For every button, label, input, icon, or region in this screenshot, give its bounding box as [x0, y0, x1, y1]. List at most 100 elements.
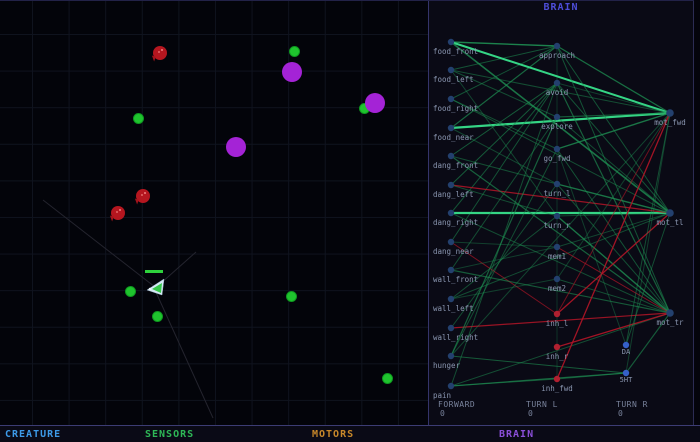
synapse-link — [556, 112, 671, 280]
neuron-node-dang_right — [447, 209, 455, 217]
food-pellet — [381, 372, 393, 384]
synapse-link — [450, 82, 558, 243]
synapse-link — [556, 112, 671, 150]
synapse-link — [450, 112, 671, 357]
neuron-node-5HT — [622, 369, 630, 377]
neuron-label-5HT: 5HT — [620, 376, 633, 384]
synapse-link — [450, 355, 627, 374]
synapse-link — [450, 184, 671, 214]
synapse-link — [450, 45, 558, 71]
tab-creature[interactable]: CREATURE — [5, 429, 62, 440]
threat-creature[interactable] — [150, 46, 167, 62]
threat-eye-dot — [141, 194, 143, 196]
synapse-link — [556, 82, 671, 114]
neuron-node-inh_fwd — [553, 375, 561, 383]
synapse-link — [625, 112, 671, 346]
neuron-node-wall_right — [447, 324, 455, 332]
synapse-link — [450, 278, 558, 300]
synapse-link — [556, 45, 671, 114]
synapse-link — [556, 215, 671, 314]
synapse-link — [556, 148, 627, 346]
neuron-node-turn_r — [553, 212, 561, 220]
neuron-label-approach: approach — [539, 51, 575, 60]
neuron-label-turn_r: turn_r — [543, 221, 571, 230]
neuron-label-mem1: mem1 — [548, 252, 566, 261]
synapse-link — [625, 112, 671, 374]
synapse-link — [450, 82, 558, 157]
readout-turn-l: TURN L 0 — [526, 401, 558, 418]
synapse-link — [450, 116, 558, 357]
food-pellet — [124, 285, 136, 297]
neuron-node-food_right — [447, 95, 455, 103]
neuron-label-pain: pain — [433, 391, 451, 400]
sensor-ray — [159, 251, 197, 285]
large-creature[interactable] — [365, 93, 385, 113]
synapse-link — [450, 98, 558, 150]
synapse-link — [450, 212, 671, 314]
sensor-ray — [154, 289, 214, 419]
readout-turn-l-label: TURN L — [526, 400, 558, 409]
synapse-link — [450, 378, 558, 387]
neuron-node-mot_tr — [666, 309, 674, 317]
neuron-node-hunger — [447, 352, 455, 360]
world-panel — [0, 1, 428, 425]
neuron-label-food_front: food_front — [433, 47, 478, 56]
synapse-link — [556, 45, 671, 214]
threat-creature[interactable] — [133, 189, 150, 205]
readout-turn-r-value: 0 — [618, 409, 623, 418]
food-pellet — [288, 45, 300, 57]
synapse-link — [556, 82, 671, 214]
neuron-label-inh_fwd: inh_fwd — [541, 384, 573, 393]
readout-forward-label: FORWARD — [438, 400, 476, 409]
neuron-node-dang_left — [447, 181, 455, 189]
neuron-node-mem1 — [553, 243, 561, 251]
neuron-label-explore: explore — [541, 122, 573, 131]
neuron-label-mot_fwd: mot_fwd — [654, 118, 686, 127]
neuron-label-hunger: hunger — [433, 361, 461, 370]
synapse-link — [556, 246, 671, 314]
neuron-node-turn_l — [553, 180, 561, 188]
brain-title: BRAIN — [543, 2, 579, 13]
synapse-link — [556, 278, 671, 314]
neuron-node-wall_front — [447, 266, 455, 274]
neuron-node-food_left — [447, 66, 455, 74]
agent-creature-inner — [152, 283, 162, 293]
brain-panel: food_front food_left food_right food_near da… — [428, 1, 694, 425]
neuron-label-dang_front: dang_front — [433, 161, 478, 170]
neuron-node-inh_r — [553, 343, 561, 351]
neuron-label-go_fwd: go_fwd — [543, 154, 570, 163]
synapse-link — [450, 215, 558, 300]
tab-sensors[interactable]: SENSORS — [145, 429, 195, 440]
threat-eye-dot — [116, 211, 118, 213]
neuron-label-food_near: food_near — [433, 133, 474, 142]
synapse-link — [450, 312, 671, 329]
readout-forward: FORWARD 0 — [438, 401, 475, 418]
readout-turn-r: TURN R 0 — [616, 401, 648, 418]
synapse-link — [450, 184, 558, 217]
large-creature[interactable] — [226, 137, 246, 157]
neuron-label-wall_right: wall_right — [433, 333, 478, 342]
readout-turn-r-label: TURN R — [616, 400, 648, 409]
threat-creature[interactable] — [108, 206, 125, 222]
synapse-link — [450, 45, 558, 129]
readout-forward-value: 0 — [440, 409, 445, 418]
agent-health-bar — [145, 270, 163, 273]
synapse-link — [556, 212, 671, 315]
food-pellet — [132, 112, 144, 124]
neuron-node-dang_front — [447, 152, 455, 160]
neuron-label-dang_right: dang_right — [433, 218, 478, 227]
tab-motors[interactable]: MOTORS — [312, 429, 355, 440]
synapse-link — [450, 155, 671, 314]
top-border — [0, 0, 700, 1]
neuron-label-wall_left: wall_left — [433, 304, 474, 313]
neuron-node-food_front — [447, 38, 455, 46]
tab-brain[interactable]: BRAIN — [499, 429, 535, 440]
neuron-label-dang_near: dang_near — [433, 247, 474, 256]
neuron-label-dang_left: dang_left — [433, 190, 474, 199]
synapse-link — [625, 212, 671, 346]
synapse-link — [450, 98, 671, 214]
large-creature[interactable] — [282, 62, 302, 82]
agent-creature-eye — [148, 287, 152, 291]
synapse-link — [450, 41, 558, 47]
